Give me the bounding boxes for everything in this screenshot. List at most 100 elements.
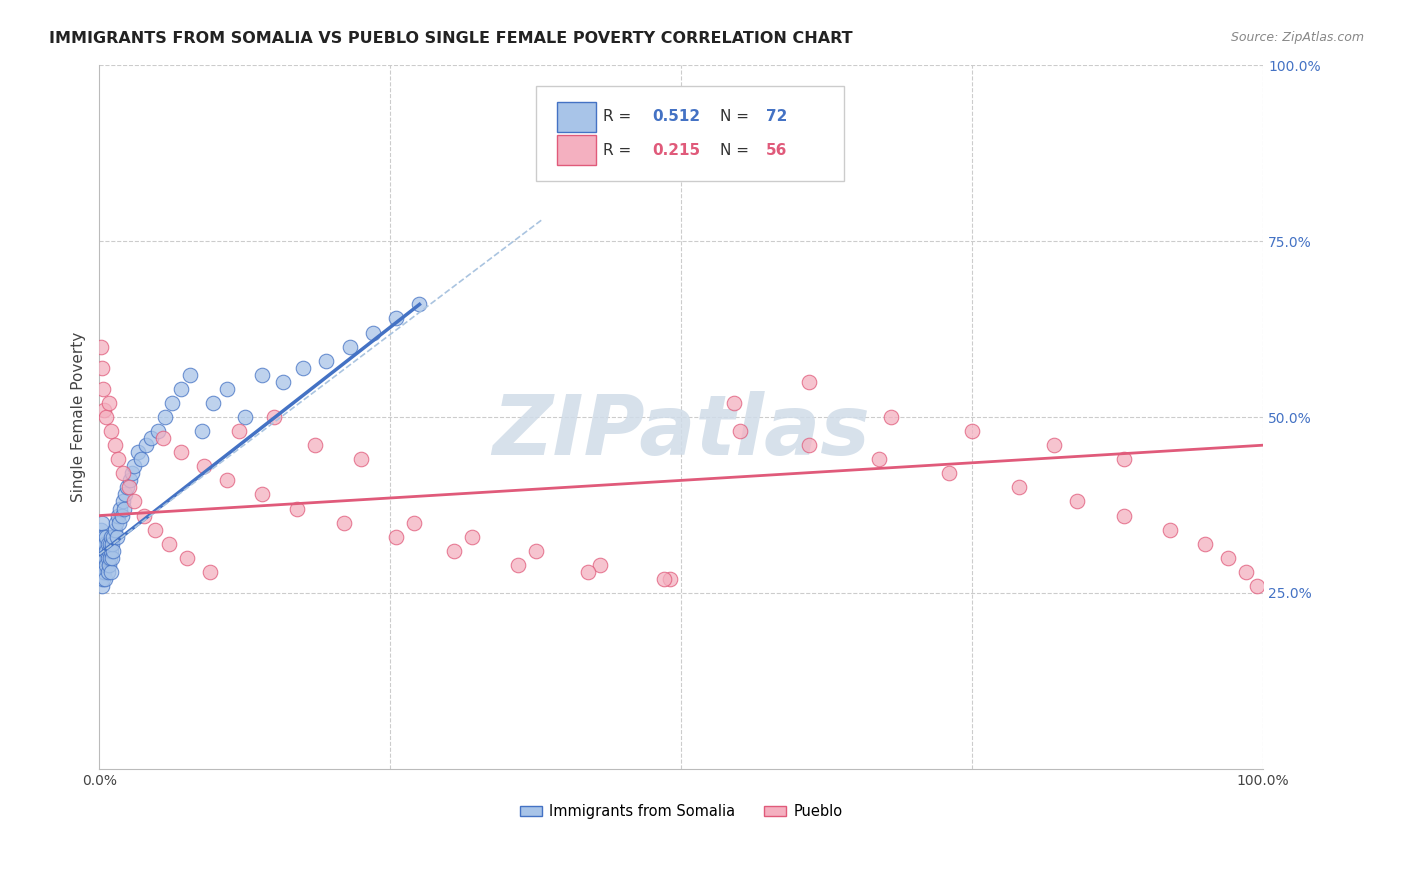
Point bbox=[1218, 550, 1240, 565]
Point bbox=[90, 523, 112, 537]
Point bbox=[152, 431, 174, 445]
Point bbox=[93, 543, 115, 558]
Point bbox=[252, 368, 274, 382]
Point bbox=[263, 410, 285, 425]
Point bbox=[97, 543, 120, 558]
Point bbox=[1008, 480, 1031, 494]
Point bbox=[117, 480, 139, 494]
Point bbox=[108, 516, 131, 530]
Point bbox=[103, 438, 125, 452]
Point bbox=[217, 474, 239, 488]
Point bbox=[90, 360, 112, 375]
Point bbox=[157, 537, 180, 551]
Point bbox=[217, 382, 239, 396]
FancyBboxPatch shape bbox=[557, 103, 596, 132]
Point bbox=[576, 565, 599, 579]
Point bbox=[97, 537, 120, 551]
Point bbox=[589, 558, 612, 572]
Point bbox=[91, 382, 114, 396]
Point bbox=[304, 438, 326, 452]
Point bbox=[139, 431, 162, 445]
Point bbox=[97, 550, 120, 565]
Point bbox=[104, 516, 127, 530]
Point bbox=[107, 508, 129, 523]
Point bbox=[110, 501, 132, 516]
Point bbox=[117, 480, 139, 494]
Point bbox=[93, 565, 115, 579]
Point bbox=[1042, 438, 1064, 452]
Point bbox=[938, 467, 960, 481]
Text: R =: R = bbox=[603, 109, 637, 124]
Point bbox=[402, 516, 425, 530]
Point bbox=[233, 410, 256, 425]
Text: N =: N = bbox=[720, 109, 754, 124]
Point bbox=[228, 424, 250, 438]
Point bbox=[127, 445, 149, 459]
Point bbox=[198, 565, 221, 579]
Point bbox=[461, 530, 484, 544]
Point bbox=[361, 326, 384, 340]
Point bbox=[124, 459, 146, 474]
Point bbox=[103, 543, 125, 558]
Point bbox=[91, 550, 114, 565]
Point bbox=[1246, 579, 1268, 593]
Point bbox=[146, 424, 169, 438]
Point bbox=[91, 572, 114, 586]
Point bbox=[96, 410, 118, 425]
Point bbox=[93, 403, 115, 417]
Point bbox=[94, 550, 117, 565]
Text: IMMIGRANTS FROM SOMALIA VS PUEBLO SINGLE FEMALE POVERTY CORRELATION CHART: IMMIGRANTS FROM SOMALIA VS PUEBLO SINGLE… bbox=[49, 31, 853, 46]
Point bbox=[112, 501, 135, 516]
FancyBboxPatch shape bbox=[536, 87, 844, 181]
Point bbox=[292, 360, 315, 375]
Point bbox=[160, 396, 183, 410]
Point bbox=[110, 508, 132, 523]
Point bbox=[1112, 452, 1135, 467]
Point bbox=[90, 340, 112, 354]
Point bbox=[385, 530, 408, 544]
Point bbox=[103, 530, 125, 544]
Legend: Immigrants from Somalia, Pueblo: Immigrants from Somalia, Pueblo bbox=[515, 798, 849, 825]
Point bbox=[96, 530, 118, 544]
Point bbox=[1066, 494, 1088, 508]
Point bbox=[508, 558, 530, 572]
Point bbox=[191, 424, 214, 438]
Point bbox=[1159, 523, 1181, 537]
Point bbox=[408, 297, 430, 311]
Text: R =: R = bbox=[603, 143, 637, 158]
Point bbox=[101, 550, 124, 565]
Point bbox=[118, 474, 141, 488]
Point bbox=[1234, 565, 1257, 579]
Point bbox=[333, 516, 356, 530]
FancyBboxPatch shape bbox=[557, 136, 596, 165]
Point bbox=[658, 572, 681, 586]
Point bbox=[652, 572, 675, 586]
Point bbox=[90, 579, 112, 593]
Point bbox=[179, 368, 201, 382]
Point bbox=[111, 494, 134, 508]
Point bbox=[97, 558, 120, 572]
Point bbox=[799, 438, 821, 452]
Point bbox=[339, 340, 361, 354]
Point bbox=[97, 565, 120, 579]
Point bbox=[385, 311, 408, 326]
Point bbox=[90, 543, 112, 558]
Point bbox=[524, 543, 547, 558]
Point bbox=[90, 558, 112, 572]
Point bbox=[100, 424, 122, 438]
Point bbox=[135, 438, 157, 452]
Point bbox=[91, 565, 114, 579]
Point bbox=[93, 558, 115, 572]
Text: Source: ZipAtlas.com: Source: ZipAtlas.com bbox=[1230, 31, 1364, 45]
Point bbox=[90, 550, 112, 565]
Point bbox=[97, 396, 120, 410]
Point bbox=[94, 572, 117, 586]
Point bbox=[124, 494, 146, 508]
Point bbox=[443, 543, 465, 558]
Point bbox=[1194, 537, 1216, 551]
Point bbox=[350, 452, 373, 467]
Point bbox=[252, 487, 274, 501]
Point bbox=[1112, 508, 1135, 523]
Text: ZIPatlas: ZIPatlas bbox=[492, 391, 870, 472]
Point bbox=[132, 508, 155, 523]
